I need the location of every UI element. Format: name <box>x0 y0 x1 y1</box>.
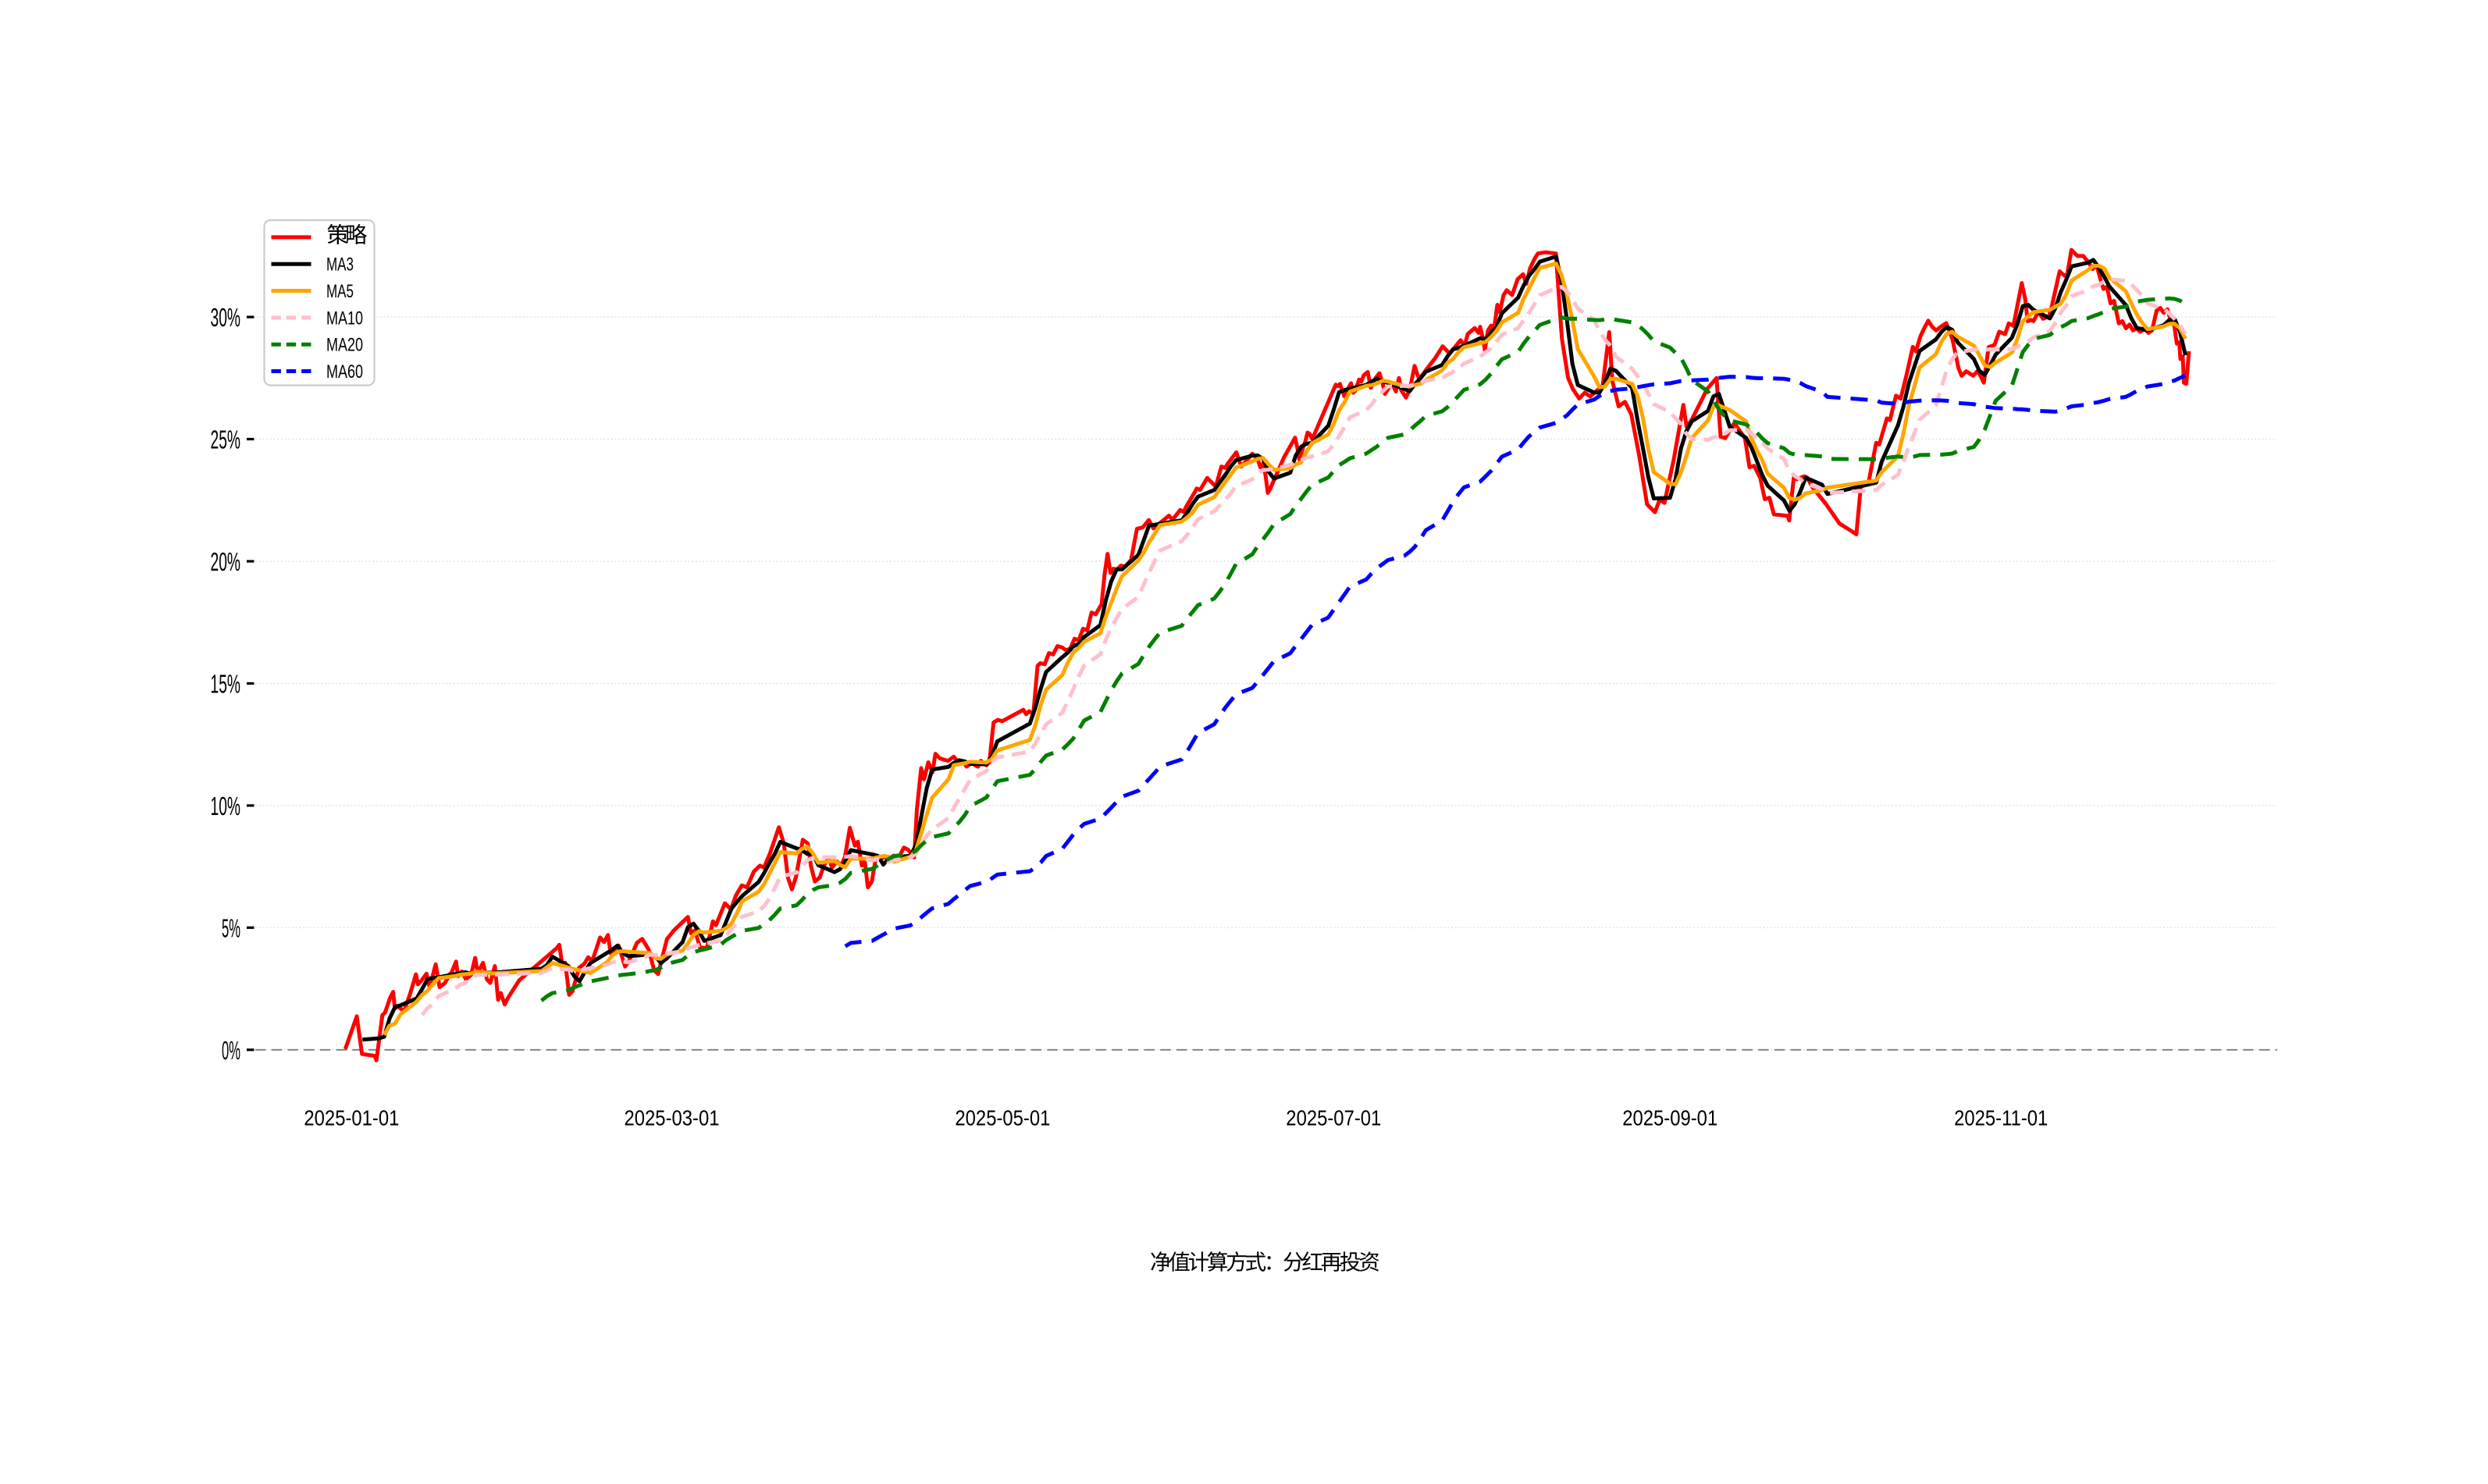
svg-text:2025-11-01: 2025-11-01 <box>1954 1107 2048 1130</box>
svg-text:10%: 10% <box>211 792 240 821</box>
svg-text:20%: 20% <box>211 548 240 577</box>
svg-text:MA3: MA3 <box>326 254 354 276</box>
svg-text:25%: 25% <box>211 425 240 454</box>
svg-text:2025-01-01: 2025-01-01 <box>304 1107 399 1130</box>
svg-text:2025-05-01: 2025-05-01 <box>955 1107 1050 1130</box>
svg-text:MA5: MA5 <box>326 281 354 302</box>
svg-text:2025-09-01: 2025-09-01 <box>1622 1107 1717 1130</box>
svg-text:5%: 5% <box>222 913 240 943</box>
svg-text:MA10: MA10 <box>326 308 363 329</box>
svg-text:2025-07-01: 2025-07-01 <box>1286 1107 1381 1130</box>
svg-text:MA20: MA20 <box>326 335 363 355</box>
svg-text:15%: 15% <box>211 670 240 699</box>
svg-text:MA60: MA60 <box>326 362 363 383</box>
svg-text:0%: 0% <box>222 1035 240 1065</box>
svg-text:2025-03-01: 2025-03-01 <box>625 1107 720 1130</box>
svg-text:30%: 30% <box>211 304 240 333</box>
